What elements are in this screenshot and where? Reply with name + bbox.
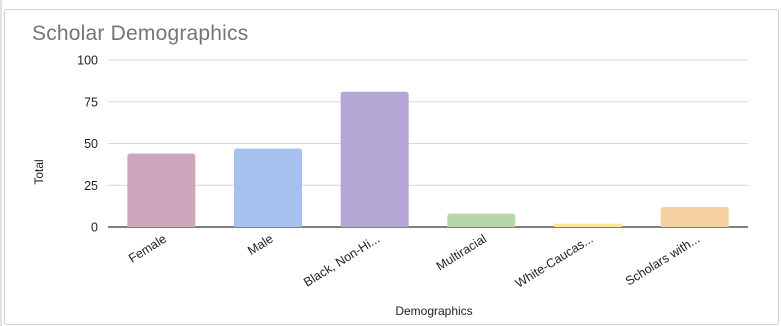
x-tick-label: White-Caucas... — [513, 232, 596, 291]
y-axis-title: Total — [32, 159, 46, 184]
x-tick-label: Scholars with... — [623, 232, 702, 289]
chart-title: Scholar Demographics — [32, 22, 249, 45]
window-edge — [0, 0, 2, 326]
x-tick-label: Multiracial — [434, 232, 489, 274]
y-axis-ticks: 0 25 50 75 100 — [77, 54, 98, 235]
y-tick-label: 100 — [77, 54, 98, 68]
x-axis-title: Demographics — [395, 304, 472, 318]
bar — [127, 153, 196, 227]
bars — [127, 91, 729, 227]
y-tick-label: 75 — [84, 95, 98, 109]
y-tick-label: 25 — [84, 179, 98, 193]
x-axis-ticks: Female Male Black, Non-Hi... Multiracial Whi… — [126, 232, 702, 291]
y-tick-label: 50 — [84, 137, 98, 151]
bar — [340, 91, 409, 227]
bar — [660, 206, 729, 227]
y-tick-label: 0 — [91, 221, 98, 235]
bar — [447, 213, 516, 227]
bar — [554, 223, 622, 227]
x-tick-label: Male — [245, 232, 275, 258]
gridlines — [108, 59, 748, 228]
bar — [234, 148, 302, 227]
x-tick-label: Female — [126, 232, 169, 266]
x-tick-label: Black, Non-Hi... — [301, 232, 382, 290]
